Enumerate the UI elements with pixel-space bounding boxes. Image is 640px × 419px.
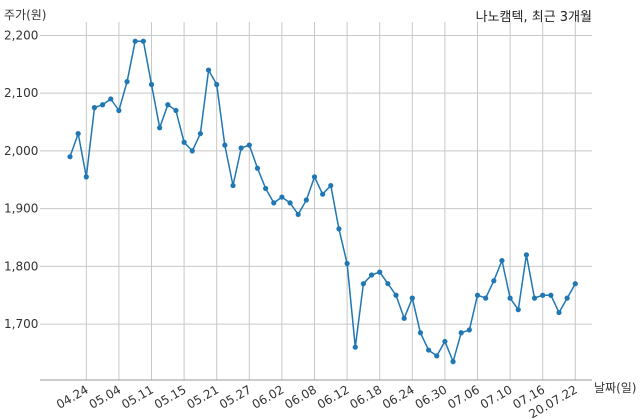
x-tick-label: 05.27 (217, 382, 254, 411)
data-point (523, 252, 530, 258)
data-point (344, 260, 350, 267)
x-tick-label: 07.06 (445, 382, 482, 411)
y-tick-label: 1,700 (4, 317, 38, 331)
data-point (393, 292, 399, 298)
data-point (140, 38, 146, 44)
data-point (483, 295, 489, 301)
x-tick-label: 06.08 (282, 382, 319, 411)
data-point (165, 102, 171, 108)
data-point (263, 185, 269, 192)
data-point (311, 174, 318, 180)
data-point (132, 38, 138, 44)
data-point (556, 309, 562, 316)
data-point (491, 278, 497, 284)
data-point (295, 211, 301, 218)
data-point (352, 344, 358, 350)
series-line (69, 40, 576, 363)
data-point (409, 295, 415, 301)
y-tick-labels: 2,200 2,100 2,000 1,900 1,800 1,700 (4, 28, 38, 331)
data-point (246, 142, 252, 148)
series-group (67, 38, 578, 365)
data-point (336, 226, 342, 232)
x-tick-label: 05.04 (87, 382, 124, 411)
y-tick-label: 1,900 (4, 202, 38, 216)
data-point (426, 347, 432, 353)
data-point (157, 125, 163, 131)
data-point (385, 281, 391, 287)
data-point (417, 330, 424, 336)
y-tick-label: 2,000 (4, 144, 38, 158)
data-point (197, 130, 203, 137)
x-axis-label: 날짜(일) (594, 381, 637, 395)
data-point (507, 295, 513, 301)
y-axis-label: 주가(원) (4, 8, 47, 22)
data-point (100, 102, 106, 108)
x-tick-labels: 04.2405.0405.1105.1505.2105.2706.0206.08… (54, 382, 580, 419)
data-point (368, 272, 375, 278)
data-point (466, 327, 472, 333)
data-point (214, 81, 220, 88)
data-point (548, 292, 554, 298)
x-tick-label: 04.24 (54, 382, 91, 411)
data-point (572, 281, 578, 287)
data-point (401, 315, 407, 321)
data-point (499, 257, 505, 264)
data-point (83, 174, 89, 180)
y-tick-label: 1,800 (4, 259, 38, 273)
data-point (564, 295, 570, 301)
x-tick-label: 06.12 (315, 382, 352, 411)
y-tick-label: 2,100 (4, 86, 38, 100)
x-tick-label: 06.02 (250, 382, 287, 411)
data-point (360, 281, 366, 287)
x-tick-label: 06.24 (380, 382, 417, 411)
data-point (279, 194, 285, 200)
data-point (222, 142, 228, 148)
data-point (287, 200, 293, 206)
data-point (189, 148, 195, 154)
data-point (91, 105, 98, 111)
data-point (458, 330, 464, 336)
data-point (124, 79, 130, 85)
data-point (474, 292, 481, 298)
data-point (108, 96, 114, 102)
data-point (450, 359, 456, 365)
data-point (328, 182, 334, 189)
data-point (67, 154, 73, 160)
data-point (442, 338, 448, 345)
grid-lines (40, 22, 592, 380)
data-point (254, 165, 261, 171)
data-point (377, 269, 383, 275)
chart-title: 나노캠텍, 최근 3개월 (475, 10, 592, 25)
data-point (181, 139, 187, 145)
data-point (238, 145, 244, 151)
data-point (173, 107, 179, 114)
data-point (230, 182, 236, 189)
x-tick-label: 06.18 (347, 382, 384, 411)
data-point (148, 81, 155, 88)
data-point (205, 67, 212, 73)
data-point (303, 197, 309, 203)
data-point (515, 307, 521, 313)
data-point (434, 353, 440, 359)
x-tick-label: 06.30 (413, 382, 450, 411)
data-point (320, 191, 326, 197)
x-tick-label: 05.15 (152, 382, 189, 411)
data-point (271, 200, 277, 206)
data-point (540, 292, 546, 298)
data-point (75, 130, 81, 137)
data-point (531, 295, 538, 301)
data-point (116, 107, 122, 114)
x-tick-label: 05.11 (119, 382, 156, 411)
x-tick-label: 05.21 (184, 382, 221, 411)
y-tick-label: 2,200 (4, 28, 38, 42)
x-tick-label: 07.10 (478, 382, 515, 411)
